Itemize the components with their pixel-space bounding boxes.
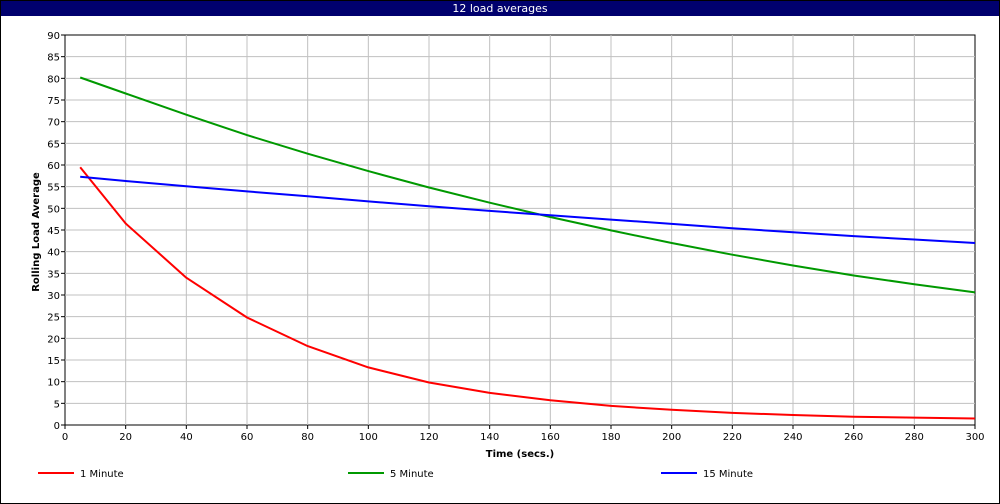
y-tick-label: 40 <box>47 248 60 259</box>
x-tick-label: 140 <box>480 432 499 443</box>
y-axis-label: Rolling Load Average <box>31 172 42 292</box>
x-tick-label: 240 <box>783 432 802 443</box>
legend-label-1-minute: 1 Minute <box>80 469 124 480</box>
y-tick-label: 90 <box>47 31 60 42</box>
y-tick-label: 60 <box>47 161 60 172</box>
x-tick-label: 180 <box>601 432 620 443</box>
x-tick-label: 40 <box>180 432 193 443</box>
series-line-5-minute <box>79 76 976 294</box>
x-tick-label: 160 <box>541 432 560 443</box>
y-tick-label: 5 <box>54 399 60 410</box>
y-tick-label: 65 <box>47 139 60 150</box>
y-tick-label: 55 <box>47 183 60 194</box>
data-series <box>79 76 976 420</box>
y-tick-label: 35 <box>47 269 60 280</box>
x-tick-label: 280 <box>905 432 924 443</box>
x-tick-label: 60 <box>241 432 254 443</box>
legend-label-5-minute: 5 Minute <box>390 469 434 480</box>
series-line-15-minute <box>80 175 976 244</box>
y-tick-label: 25 <box>47 313 60 324</box>
x-axis-label: Time (secs.) <box>486 449 555 460</box>
series-line-1-minute <box>79 166 976 420</box>
x-tick-label: 120 <box>419 432 438 443</box>
x-tick-label: 100 <box>359 432 378 443</box>
x-tick-label: 0 <box>62 432 68 443</box>
y-tick-label: 85 <box>47 53 60 64</box>
grid-lines <box>61 34 976 429</box>
x-tick-label: 220 <box>723 432 742 443</box>
y-tick-label: 20 <box>47 334 60 345</box>
x-tick-label: 20 <box>119 432 132 443</box>
y-tick-label: 45 <box>47 226 60 237</box>
x-tick-label: 200 <box>662 432 681 443</box>
y-tick-label: 30 <box>47 291 60 302</box>
legend-label-15-minute: 15 Minute <box>703 469 753 480</box>
y-tick-label: 50 <box>47 204 60 215</box>
x-tick-label: 80 <box>301 432 314 443</box>
y-tick-label: 80 <box>47 74 60 85</box>
y-tick-label: 0 <box>54 421 60 432</box>
legend: 1 Minute 5 Minute 15 Minute <box>38 469 753 480</box>
y-tick-label: 70 <box>47 118 60 129</box>
tick-labels: 0 20 40 60 80 100 120 140 160 180 200 220 240 260 280 3… <box>47 31 984 443</box>
x-tick-label: 300 <box>965 432 984 443</box>
x-tick-label: 260 <box>844 432 863 443</box>
chart-title: 12 load averages <box>1 1 999 16</box>
y-tick-label: 75 <box>47 96 60 107</box>
y-tick-label: 15 <box>47 356 60 367</box>
y-tick-label: 10 <box>47 378 60 389</box>
